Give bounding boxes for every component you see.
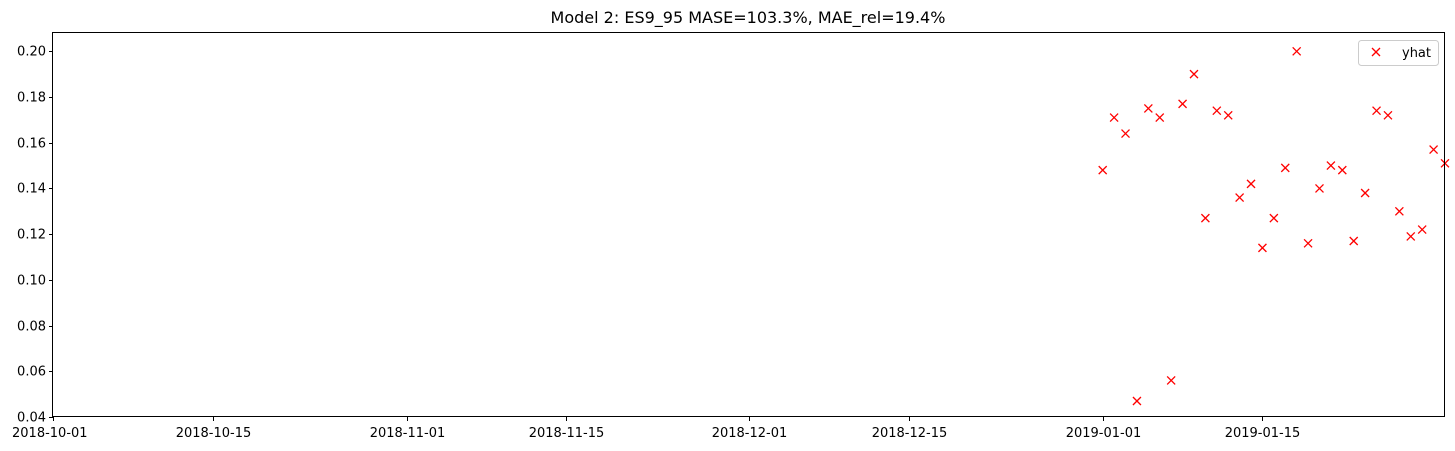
y-tick-label: 0.04: [17, 411, 46, 426]
data-point: [1349, 236, 1359, 246]
data-point: [1257, 243, 1267, 253]
data-point: [1143, 103, 1153, 113]
data-point: [1155, 113, 1165, 123]
x-tick-label: 2018-10-15: [176, 426, 252, 441]
data-point: [1178, 99, 1188, 109]
legend-label: yhat: [1402, 46, 1431, 61]
data-point: [1280, 163, 1290, 173]
data-point: [1383, 110, 1393, 120]
data-point: [1235, 193, 1245, 203]
y-tick-label: 0.20: [17, 45, 46, 60]
data-point: [1406, 231, 1416, 241]
x-tick-label: 2018-11-15: [529, 426, 605, 441]
y-axis: 0.04 0.06 0.08 0.10 0.12 0.14 0.16 0.18 0.20: [17, 45, 53, 426]
data-point: [1360, 188, 1370, 198]
legend-marker: [1371, 47, 1381, 57]
y-tick-label: 0.12: [17, 228, 46, 243]
data-point: [1246, 179, 1256, 189]
x-tick-label: 2018-10-01: [12, 426, 88, 441]
data-point: [1200, 213, 1210, 223]
x-tick-label: 2018-12-15: [872, 426, 948, 441]
legend-box: [1358, 40, 1439, 66]
y-tick-label: 0.06: [17, 365, 46, 380]
points-layer: [1098, 46, 1450, 406]
data-point: [1315, 183, 1324, 193]
plot-frame: [52, 32, 1445, 417]
data-point: [1303, 238, 1313, 248]
data-point: [1212, 106, 1222, 116]
x-tick-label: 2019-01-01: [1066, 426, 1142, 441]
data-point: [1372, 106, 1382, 116]
data-point: [1098, 165, 1108, 175]
data-point: [1121, 129, 1130, 139]
y-tick-label: 0.08: [17, 320, 46, 335]
data-point: [1189, 69, 1199, 79]
data-point: [1326, 161, 1336, 171]
y-tick-label: 0.14: [17, 182, 46, 197]
data-point: [1394, 206, 1404, 216]
x-tick-label: 2018-11-01: [370, 426, 446, 441]
data-point: [1166, 375, 1176, 385]
data-point: [1417, 225, 1427, 235]
x-tick-label: 2018-12-01: [712, 426, 788, 441]
data-point: [1132, 396, 1142, 406]
data-point: [1223, 110, 1233, 120]
data-point: [1429, 145, 1439, 155]
legend: yhat: [1358, 40, 1439, 66]
y-tick-label: 0.10: [17, 274, 46, 289]
data-point: [1292, 46, 1302, 56]
chart-title: Model 2: ES9_95 MASE=103.3%, MAE_rel=19.…: [551, 8, 946, 28]
data-point: [1337, 165, 1347, 175]
x-tick-label: 2019-01-15: [1225, 426, 1301, 441]
x-axis: 2018-10-01 2018-10-15 2018-11-01 2018-11-15…: [12, 417, 1300, 441]
y-tick-label: 0.18: [17, 91, 46, 106]
data-point: [1109, 113, 1119, 123]
y-tick-label: 0.16: [17, 137, 46, 152]
data-point: [1269, 213, 1279, 223]
